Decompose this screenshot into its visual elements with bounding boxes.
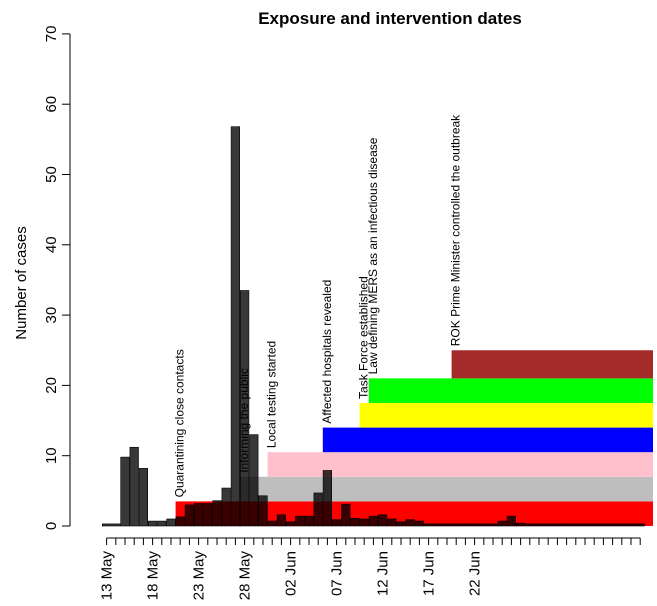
case-bar xyxy=(368,515,379,527)
intervention-band xyxy=(359,402,653,428)
intervention-band xyxy=(240,476,653,502)
x-tick-label: 28 May xyxy=(237,551,254,601)
case-bars xyxy=(102,126,645,527)
x-tick-label: 17 Jun xyxy=(421,551,438,596)
case-bar xyxy=(423,523,434,527)
case-bar xyxy=(102,523,112,527)
case-bar xyxy=(267,520,277,527)
case-bar xyxy=(580,523,590,527)
case-bar xyxy=(313,492,323,527)
case-bar xyxy=(148,520,158,527)
case-bar xyxy=(534,523,544,527)
case-bar xyxy=(543,523,553,527)
intervention-label: Local testing started xyxy=(265,341,279,448)
case-bar xyxy=(617,523,627,527)
intervention-band xyxy=(368,378,653,403)
case-bar xyxy=(111,523,121,527)
intervention-label: Affected hospitals revealed xyxy=(320,280,334,424)
case-bar xyxy=(194,503,204,527)
y-tick-label: 30 xyxy=(43,307,60,324)
case-bar xyxy=(414,520,425,527)
intervention-labels: Quarantining close contacts Informing the… xyxy=(173,114,463,498)
x-tick-label: 23 May xyxy=(191,551,208,601)
intervention-label: Law defining MERS as an infectious disea… xyxy=(366,137,380,374)
y-tick-label: 0 xyxy=(43,522,60,530)
case-bar xyxy=(212,500,222,527)
y-tick-label: 10 xyxy=(43,447,60,464)
case-bar xyxy=(607,523,618,527)
case-bar xyxy=(589,523,599,527)
intervention-label: Informing the public xyxy=(237,368,251,473)
case-bar xyxy=(488,523,498,527)
x-tick-label: 02 Jun xyxy=(283,551,300,596)
case-bar xyxy=(249,434,259,527)
case-bar xyxy=(469,523,480,527)
case-bar xyxy=(442,523,452,527)
x-tick-label: 18 May xyxy=(145,551,162,601)
case-bar xyxy=(433,523,443,527)
intervention-band xyxy=(322,427,653,453)
case-bar xyxy=(377,514,388,527)
x-tick-label: 13 May xyxy=(99,551,116,601)
case-bar xyxy=(203,503,213,527)
y-tick-label: 60 xyxy=(43,96,60,113)
case-bar xyxy=(460,523,471,527)
case-bar xyxy=(515,522,526,527)
y-axis-label: Number of cases xyxy=(13,226,30,339)
y-tick-label: 20 xyxy=(43,377,60,394)
case-bar xyxy=(451,523,461,527)
x-axis: 13 May 18 May 23 May 28 May 02 Jun 07 Jun 12 J… xyxy=(99,537,641,601)
case-bar xyxy=(561,523,572,527)
case-bar xyxy=(295,515,305,527)
case-bar xyxy=(157,520,167,527)
case-bar xyxy=(184,504,195,527)
y-tick-label: 40 xyxy=(43,236,60,253)
case-bar xyxy=(240,290,250,527)
case-bar xyxy=(258,495,268,527)
case-bar xyxy=(387,518,397,527)
case-bar xyxy=(635,523,645,527)
case-bar xyxy=(285,521,296,527)
case-bar xyxy=(276,514,287,527)
x-tick-label: 07 Jun xyxy=(329,551,346,596)
case-bar xyxy=(175,516,185,527)
y-axis: 0 10 20 30 40 50 60 70 xyxy=(43,26,71,530)
case-bar xyxy=(138,468,149,527)
chart-title: Exposure and intervention dates xyxy=(258,9,522,28)
intervention-label: ROK Prime Minister controlled the outbre… xyxy=(449,114,463,346)
case-bar xyxy=(506,515,517,527)
case-bar xyxy=(626,523,636,527)
case-bar xyxy=(166,518,176,527)
case-bar xyxy=(598,523,608,527)
case-bar xyxy=(350,517,360,527)
case-bar xyxy=(497,520,507,527)
case-bar xyxy=(525,523,535,527)
case-bar xyxy=(304,515,314,527)
case-bar xyxy=(322,470,333,527)
y-tick-label: 50 xyxy=(43,166,60,183)
x-tick-label: 12 Jun xyxy=(375,551,392,596)
intervention-band xyxy=(451,350,653,379)
case-bar xyxy=(120,456,130,527)
case-bar xyxy=(331,519,342,527)
case-bar xyxy=(479,523,489,527)
case-bar xyxy=(552,523,562,527)
case-bar xyxy=(359,518,369,527)
case-bar xyxy=(405,519,415,527)
case-bar xyxy=(396,521,406,527)
case-bar xyxy=(230,126,241,527)
case-bar xyxy=(571,523,581,527)
intervention-label: Quarantining close contacts xyxy=(173,349,187,497)
intervention-bands xyxy=(175,350,653,526)
y-tick-label: 70 xyxy=(43,26,60,43)
x-tick-label: 22 Jun xyxy=(467,551,484,596)
case-bar xyxy=(221,487,231,527)
intervention-label: Task Force established xyxy=(357,276,371,399)
case-bar xyxy=(129,446,139,527)
case-bar xyxy=(341,503,351,527)
